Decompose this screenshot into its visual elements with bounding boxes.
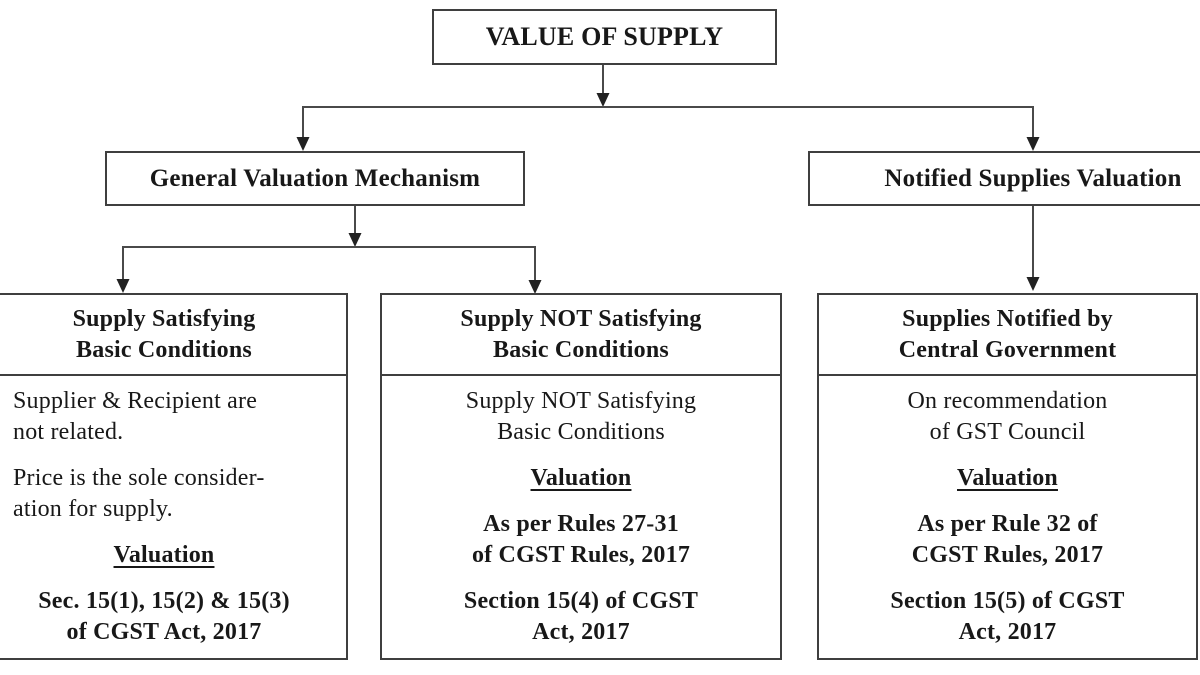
- connector-to-leaf-middle: [528, 246, 542, 294]
- node-supplies-notified-by-central-government: Supplies Notified by Central Government …: [817, 293, 1198, 660]
- valuation-heading: Valuation: [530, 465, 632, 491]
- valuation-heading: Valuation: [957, 465, 1058, 491]
- arrow-down-icon: [296, 137, 310, 151]
- valuation-heading-block: Valuation: [0, 540, 346, 571]
- valuation-heading-block: Valuation: [382, 463, 780, 494]
- leaf-body: Supply NOT Satisfying Basic Conditions V…: [382, 376, 780, 658]
- leaf-title-line: Supply Satisfying: [72, 305, 256, 332]
- leaf-title: Supply NOT Satisfying Basic Conditions: [382, 295, 780, 376]
- node-supply-satisfying-basic-conditions: Supply Satisfying Basic Conditions Suppl…: [0, 293, 348, 660]
- leaf-title-line: Supplies Notified by: [902, 305, 1113, 332]
- connector-notified-to-leaf-right: [1026, 206, 1040, 291]
- node-notified-supplies-valuation: Notified Supplies Valuation: [808, 151, 1200, 206]
- node-supply-not-satisfying-basic-conditions: Supply NOT Satisfying Basic Conditions S…: [380, 293, 782, 660]
- connector-root-drop: [596, 65, 610, 107]
- node-general-valuation-mechanism: General Valuation Mechanism: [105, 151, 525, 206]
- condition-paragraph: Supply NOT Satisfying Basic Conditions: [465, 388, 697, 445]
- node-value-of-supply: VALUE OF SUPPLY: [432, 9, 777, 65]
- connector-to-notified-supplies: [1026, 106, 1040, 151]
- arrow-down-icon: [528, 280, 542, 294]
- rule-reference: As per Rules 27-31 of CGST Rules, 2017: [471, 511, 691, 568]
- node-label: Notified Supplies Valuation: [884, 164, 1182, 192]
- leaf-title: Supply Satisfying Basic Conditions: [0, 295, 346, 376]
- statute-reference: Section 15(5) of CGST Act, 2017: [890, 588, 1125, 645]
- leaf-title: Supplies Notified by Central Government: [819, 295, 1196, 376]
- condition-paragraph: Price is the sole consider- ation for su…: [13, 465, 265, 522]
- arrow-down-icon: [116, 279, 130, 293]
- statute-reference: Section 15(4) of CGST Act, 2017: [463, 588, 699, 645]
- connector-general-drop: [348, 206, 362, 247]
- connector-to-general-valuation: [296, 106, 310, 151]
- rule-reference: As per Rule 32 of CGST Rules, 2017: [911, 511, 1104, 568]
- leaf-body: On recommendation of GST Council Valuati…: [819, 376, 1196, 658]
- valuation-heading: Valuation: [113, 542, 215, 568]
- valuation-heading-block: Valuation: [819, 463, 1196, 494]
- condition-paragraph: On recommendation of GST Council: [907, 388, 1108, 445]
- arrow-down-icon: [1026, 137, 1040, 151]
- leaf-title-line: Central Government: [898, 336, 1117, 363]
- statute-reference: Sec. 15(1), 15(2) & 15(3) of CGST Act, 2…: [38, 588, 290, 645]
- leaf-title-line: Basic Conditions: [76, 336, 252, 363]
- arrow-down-icon: [348, 233, 362, 247]
- arrow-down-icon: [1026, 277, 1040, 291]
- connector-to-leaf-left: [116, 246, 130, 293]
- leaf-body: Supplier & Recipient are not related. Pr…: [0, 376, 346, 658]
- leaf-title-line: Supply NOT Satisfying: [460, 305, 702, 332]
- node-label: General Valuation Mechanism: [149, 164, 481, 192]
- condition-paragraph: Supplier & Recipient are not related.: [13, 388, 258, 445]
- leaf-title-line: Basic Conditions: [493, 336, 669, 363]
- node-label: VALUE OF SUPPLY: [485, 22, 724, 51]
- arrow-down-icon: [596, 93, 610, 107]
